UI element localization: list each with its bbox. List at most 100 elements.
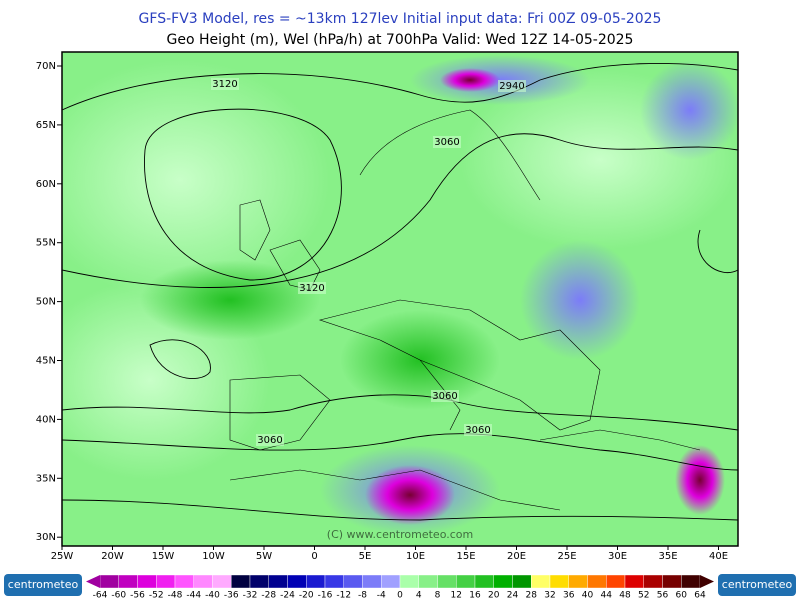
colorbar-label: -60 [111, 591, 126, 600]
contour-label-bg [256, 434, 284, 446]
colorbar-swatch [212, 574, 232, 589]
colorbar-label: 20 [488, 591, 500, 600]
colorbar-swatch [343, 574, 363, 589]
colorbar-label: -20 [299, 591, 314, 600]
contour-label-bg [464, 424, 492, 436]
lon-label: 5E [359, 551, 372, 562]
colorbar-swatch [399, 574, 419, 589]
colorbar-swatch [662, 574, 682, 589]
colorbar-label: -4 [377, 591, 386, 600]
lon-label: 10E [406, 551, 425, 562]
colorbar-label: 44 [601, 591, 613, 600]
colorbar-swatch [437, 574, 457, 589]
contour-label-bg [298, 282, 326, 294]
lon-label: 20W [101, 551, 124, 562]
colorbar-swatch [681, 574, 701, 589]
colorbar-label: -40 [205, 591, 220, 600]
colorbar-label: 52 [638, 591, 649, 600]
colorbar-swatch [324, 574, 344, 589]
colorbar-label: -48 [168, 591, 183, 600]
logo-left-box [4, 574, 82, 596]
lat-label: 40N [36, 414, 56, 425]
map-field [62, 52, 738, 546]
colorbar-label: 12 [451, 591, 462, 600]
lon-label: 15E [456, 551, 475, 562]
colorbar-swatch [624, 574, 644, 589]
colorbar-swatch [606, 574, 626, 589]
colorbar-swatch [156, 574, 176, 589]
logo-right-box [718, 574, 796, 596]
logo-left: centrometeo [8, 578, 79, 591]
colorbar-swatch [99, 574, 119, 589]
colorbar-label: 32 [544, 591, 555, 600]
colorbar-swatch [174, 574, 194, 589]
lon-label: 10W [202, 551, 225, 562]
colorbar-label: 16 [469, 591, 481, 600]
colorbar-label: -28 [261, 591, 276, 600]
contour-label: 3060 [257, 435, 282, 446]
colorbar-arrow-right [700, 575, 714, 588]
colorbar-label: 48 [619, 591, 631, 600]
contour-label: 3060 [432, 391, 457, 402]
lat-label: 55N [36, 238, 56, 249]
colorbar-swatch [418, 574, 438, 589]
contour-label-bg [498, 80, 526, 92]
lon-label: 40E [709, 551, 728, 562]
colorbar-label: 56 [657, 591, 669, 600]
colorbar-label: 60 [676, 591, 688, 600]
lat-label: 30N [36, 532, 56, 543]
colorbar-swatch [531, 574, 551, 589]
colorbar-swatch [512, 574, 532, 589]
logo-right: centrometeo [722, 578, 793, 591]
lat-label: 45N [36, 356, 56, 367]
watermark: (C) www.centrometeo.com [327, 528, 473, 541]
colorbar-swatch [549, 574, 569, 589]
colorbar-label: -56 [130, 591, 145, 600]
contour-label: 3120 [299, 283, 324, 294]
lon-label: 0 [311, 551, 317, 562]
contour-label-bg [433, 136, 461, 148]
lon-label: 20E [507, 551, 526, 562]
lon-label: 30E [608, 551, 627, 562]
lon-label: 15W [152, 551, 175, 562]
colorbar-label: -8 [358, 591, 367, 600]
colorbar-label: -36 [224, 591, 239, 600]
lat-label: 50N [36, 297, 56, 308]
colorbar-label: -32 [243, 591, 258, 600]
colorbar-label: -44 [186, 591, 201, 600]
colorbar-swatch [306, 574, 326, 589]
colorbar-swatch [643, 574, 663, 589]
colorbar-label: 4 [416, 591, 422, 600]
colorbar-swatch [474, 574, 494, 589]
colorbar-swatch [231, 574, 251, 589]
title: GFS-FV3 Model, res = ~13km 127lev Initia… [139, 11, 662, 27]
colorbar-label: -64 [93, 591, 108, 600]
colorbar-swatch [362, 574, 382, 589]
lat-label: 65N [36, 120, 56, 131]
colorbar-swatch [381, 574, 401, 589]
colorbar-swatch [137, 574, 157, 589]
colorbar-swatch [287, 574, 307, 589]
lat-label: 35N [36, 473, 56, 484]
colorbar-label: -12 [336, 591, 351, 600]
contour-label-bg [431, 390, 459, 402]
colorbar-label: 36 [563, 591, 575, 600]
lon-label: 35E [658, 551, 677, 562]
colorbar-label: 0 [397, 591, 403, 600]
colorbar-label: -16 [318, 591, 333, 600]
colorbar-label: 24 [507, 591, 519, 600]
colorbar-label: -52 [149, 591, 164, 600]
lat-label: 60N [36, 179, 56, 190]
contour-label: 3060 [465, 425, 490, 436]
colorbar-swatch [493, 574, 513, 589]
lon-label: 5W [256, 551, 272, 562]
lat-label: 70N [36, 61, 56, 72]
colorbar-label: 64 [694, 591, 706, 600]
map-frame [61, 51, 739, 547]
colorbar-arrow-left [86, 575, 100, 588]
contour-label: 3060 [434, 137, 459, 148]
colorbar-swatch [193, 574, 213, 589]
colorbar-swatch [587, 574, 607, 589]
lon-label: 25W [51, 551, 74, 562]
